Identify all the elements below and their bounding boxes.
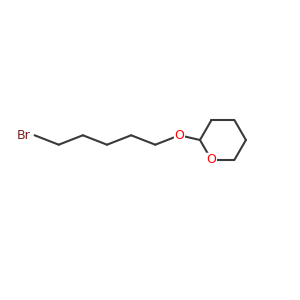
- Text: O: O: [206, 153, 216, 167]
- Text: O: O: [175, 129, 184, 142]
- Text: Br: Br: [16, 129, 30, 142]
